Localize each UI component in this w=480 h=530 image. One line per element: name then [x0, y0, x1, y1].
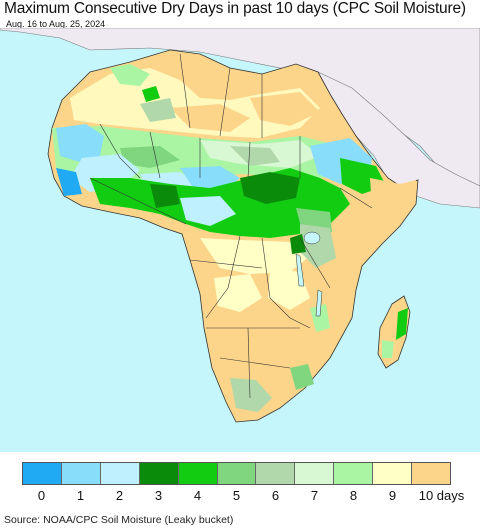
map-title: Maximum Consecutive Dry Days in past 10 …	[4, 0, 466, 17]
sahel-mid-green	[120, 146, 180, 168]
legend-swatch	[23, 463, 62, 484]
date-range: Aug. 16 to Aug. 25, 2024	[6, 19, 106, 29]
sahara-green-2	[140, 98, 176, 122]
south-coast-green	[230, 378, 272, 412]
equatorial-pale	[200, 238, 310, 274]
legend-colorbar	[22, 462, 451, 485]
legend-swatch	[100, 463, 140, 484]
lake-malawi	[315, 289, 323, 317]
legend-tick-label: 9	[388, 488, 397, 503]
legend-tick-label: 0	[37, 488, 46, 503]
legend-tick-label: 7	[310, 488, 319, 503]
lake-tanganyika	[295, 253, 305, 287]
lake-victoria	[303, 231, 321, 245]
horn-tan	[370, 178, 416, 218]
central-dark-green	[240, 172, 300, 204]
legend-swatch	[334, 463, 374, 484]
legend-tick-label: 1	[76, 488, 85, 503]
sahara-green-patch	[110, 64, 150, 86]
country-borders	[89, 53, 373, 399]
legend-tick-label: 2	[115, 488, 124, 503]
legend-tick-label: 10 days	[418, 488, 465, 503]
central-dark-green-2	[150, 184, 180, 208]
west-coast-blue	[56, 168, 82, 196]
legend-swatch	[217, 463, 257, 484]
legend-swatch	[178, 463, 218, 484]
lake-region-green	[290, 234, 306, 254]
legend-tick-label: 4	[193, 488, 202, 503]
legend-swatch	[373, 463, 413, 484]
sahara-tan-2	[250, 92, 320, 126]
madagascar-green	[396, 308, 408, 340]
west-africa-blue	[56, 124, 104, 162]
legend-swatch	[139, 463, 179, 484]
map-area	[0, 28, 480, 452]
southern-pale-1	[214, 274, 262, 312]
legend-ticks: 0 1 2 3 4 5 6 7 8 9 10 days	[22, 488, 480, 504]
sahara-light-zone	[70, 68, 320, 138]
sahel-gray-green	[230, 146, 280, 166]
madagascar-pale	[382, 340, 394, 358]
sahara-tan-1	[170, 104, 250, 132]
mozambique-green	[310, 304, 330, 332]
atlas-green	[142, 86, 160, 102]
legend-tick-label: 3	[154, 488, 163, 503]
legend-tick-label: 8	[349, 488, 358, 503]
legend-swatch	[295, 463, 335, 484]
legend-swatch	[61, 463, 101, 484]
central-pale-blue	[180, 196, 236, 226]
legend-tick-label: 5	[232, 488, 241, 503]
south-east-green	[290, 364, 314, 390]
legend-swatch	[412, 463, 450, 484]
legend-tick-label: 6	[271, 488, 280, 503]
africa-map	[0, 28, 480, 423]
source-credit: Source: NOAA/CPC Soil Moisture (Leaky bu…	[4, 514, 234, 526]
legend-swatch	[256, 463, 296, 484]
